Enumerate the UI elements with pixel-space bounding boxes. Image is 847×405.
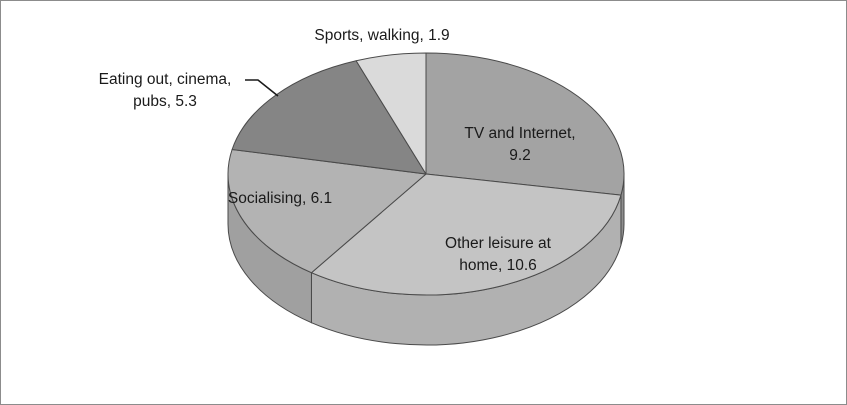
pie-slice-eating-out-cinema-pubs (231, 60, 427, 175)
pie-slice-other-leisure-at-home (310, 173, 622, 296)
slice-label-socialising: Socialising, 6.1 (228, 190, 332, 207)
leader-line (245, 79, 279, 97)
pie-slice-tv-and-internet (425, 52, 625, 196)
pie-slice-sports-walking (355, 52, 427, 175)
slice-label-eating-out-cinema-pubs: Eating out, cinema, pubs, 5.3 (99, 71, 232, 110)
pie-labels: TV and Internet, 9.2 Other leisure at home,… (99, 27, 576, 274)
slice-label-other-leisure-at-home: Other leisure at home, 10.6 (445, 235, 552, 274)
slice-label-tv-and-internet: TV and Internet, 9.2 (464, 125, 575, 164)
pie-slice-socialising (227, 148, 427, 274)
pie-slices (227, 52, 625, 296)
slice-label-sports-walking: Sports, walking, 1.9 (314, 27, 449, 44)
